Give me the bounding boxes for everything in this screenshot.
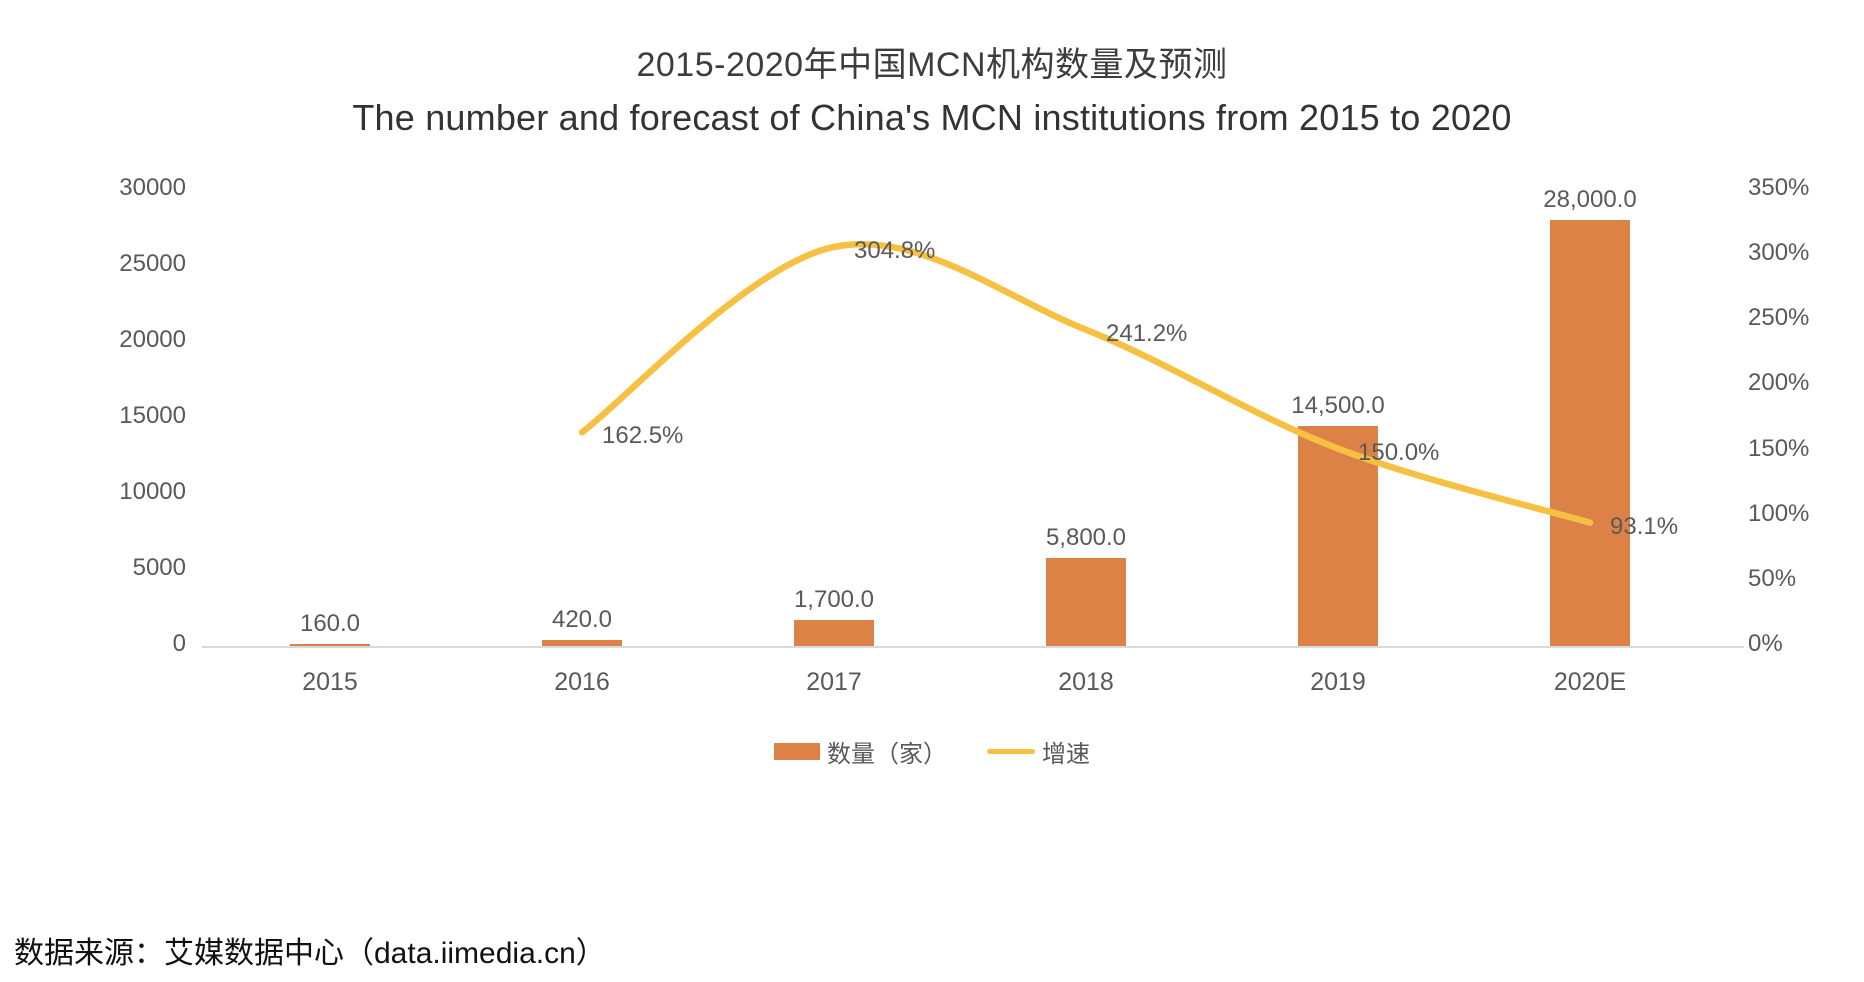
bar <box>1298 425 1378 646</box>
chart-title: 2015-2020年中国MCN机构数量及预测 <box>636 46 1228 84</box>
x-axis-label: 2018 <box>1058 668 1114 696</box>
y-axis-tick-right: 250% <box>1748 304 1810 332</box>
y-axis-tick-right: 0% <box>1748 630 1783 657</box>
legend-item-bar: 数量（家） <box>774 734 947 769</box>
y-axis-tick-left: 15000 <box>119 402 186 429</box>
bar-value-label: 1,700.0 <box>793 586 875 614</box>
chart-subtitle: The number and forecast of China's MCN i… <box>352 97 1512 138</box>
source-note: 数据来源：艾媒数据中心（data.iimedia.cn） <box>14 937 606 970</box>
y-axis-tick-right: 300% <box>1748 239 1810 267</box>
bar <box>1046 557 1126 646</box>
bar-value-label: 28,000.0 <box>1543 186 1637 214</box>
bar <box>542 639 622 646</box>
line-series-swatch <box>987 749 1035 754</box>
legend-item-line: 增速 <box>987 734 1090 769</box>
line-data-label: 150.0% <box>1358 438 1440 466</box>
y-axis-tick-right: 100% <box>1748 499 1810 527</box>
bar-value-label: 14,500.0 <box>1291 391 1385 419</box>
bar-value-label: 160.0 <box>299 609 361 637</box>
line-data-label: 93.1% <box>1610 512 1679 540</box>
y-axis-tick-right: 350% <box>1748 174 1810 201</box>
x-axis-label: 2015 <box>302 668 358 696</box>
bar <box>794 620 874 646</box>
line-data-label: 304.8% <box>854 236 936 264</box>
y-axis-tick-left: 5000 <box>132 554 186 581</box>
x-axis-line <box>202 646 1744 648</box>
bar-value-label: 420.0 <box>551 605 613 633</box>
line-data-label: 162.5% <box>602 422 684 450</box>
y-axis-tick-right: 200% <box>1748 369 1810 397</box>
y-axis-tick-left: 30000 <box>119 174 186 201</box>
x-axis-label: 2016 <box>554 668 610 696</box>
bar-value-label: 5,800.0 <box>1045 523 1127 551</box>
legend-bar-label: 数量（家） <box>827 741 947 768</box>
bar <box>290 643 370 646</box>
x-axis-label: 2017 <box>806 668 862 696</box>
x-axis-label: 2020E <box>1553 668 1627 696</box>
bar-series-swatch <box>774 743 820 760</box>
legend-line-label: 增速 <box>1042 741 1090 768</box>
line-data-label: 241.2% <box>1106 319 1188 347</box>
y-axis-tick-left: 25000 <box>119 250 186 277</box>
x-axis-label: 2019 <box>1310 668 1366 696</box>
y-axis-tick-right: 150% <box>1748 434 1810 462</box>
y-axis-tick-left: 10000 <box>119 478 186 505</box>
y-axis-tick-right: 50% <box>1748 564 1797 592</box>
bar <box>1550 220 1630 646</box>
y-axis-tick-left: 20000 <box>119 326 186 353</box>
y-axis-tick-left: 0 <box>172 630 186 657</box>
legend: 数量（家） 增速 <box>0 734 1864 769</box>
